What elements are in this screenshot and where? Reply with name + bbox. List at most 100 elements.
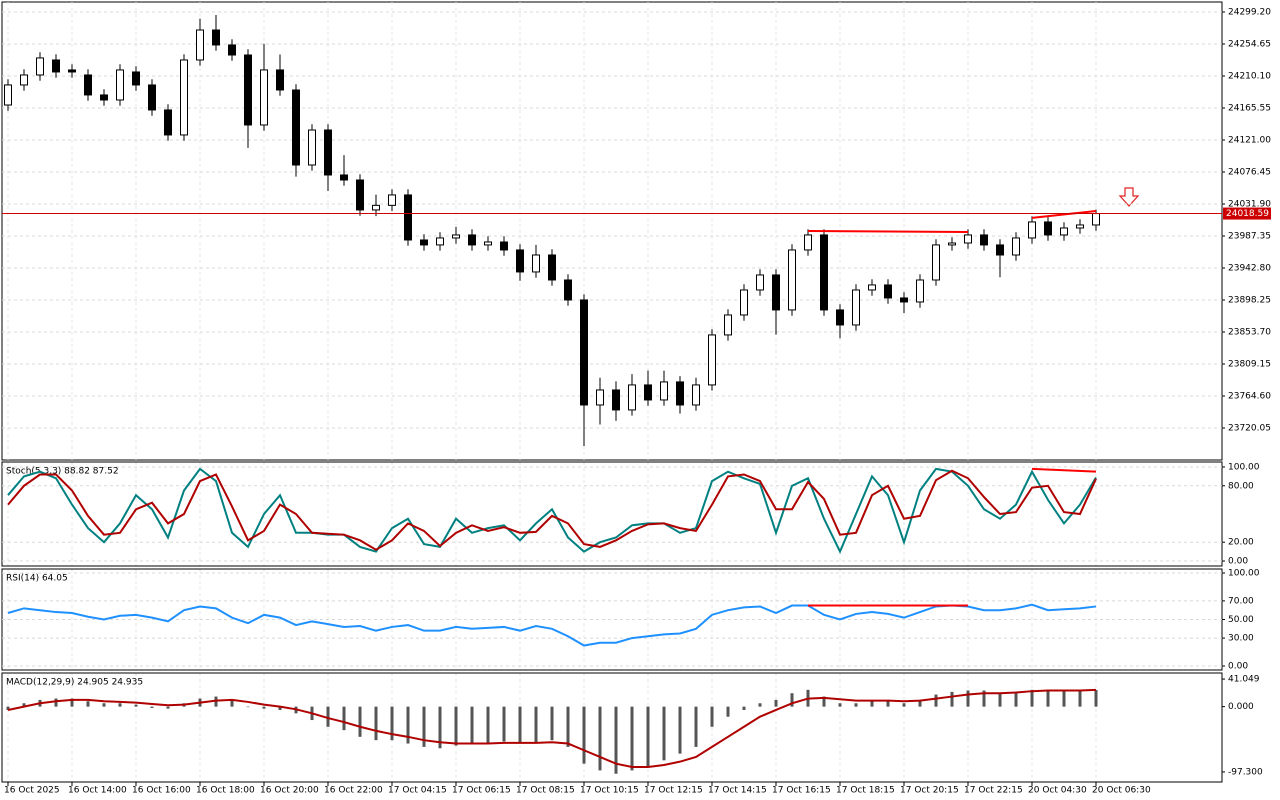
- indicator-title: Stoch(5,3,3) 88.82 87.52: [6, 467, 119, 477]
- candle-body: [820, 234, 828, 311]
- histogram-bar: [566, 706, 570, 747]
- candle-body: [756, 274, 764, 291]
- x-tick-label: 17 Oct 14:15: [708, 786, 767, 796]
- candle-body: [388, 194, 396, 206]
- candle-body: [468, 234, 476, 246]
- candle-body: [884, 284, 892, 299]
- candle-body: [596, 389, 604, 406]
- y-tick-label: 23764.60: [1228, 391, 1271, 401]
- histogram-bar: [1014, 691, 1018, 707]
- candle-body: [308, 129, 316, 166]
- candle-body: [868, 284, 876, 291]
- histogram-bar: [630, 706, 634, 771]
- histogram-bar: [54, 698, 58, 707]
- histogram-bar: [262, 706, 266, 709]
- y-tick-label: 23853.70: [1228, 327, 1271, 337]
- candle-body: [980, 234, 988, 246]
- y-tick-label: 24076.45: [1228, 167, 1271, 177]
- histogram-bar: [502, 706, 506, 742]
- y-tick-label: 23809.15: [1228, 359, 1271, 369]
- x-tick-label: 20 Oct 06:30: [1092, 786, 1151, 796]
- histogram-bar: [662, 706, 666, 761]
- histogram-bar: [550, 706, 554, 741]
- candle-body: [500, 241, 508, 251]
- candle-body: [964, 234, 972, 244]
- candle-body: [20, 74, 28, 86]
- histogram-bar: [790, 693, 794, 707]
- histogram-bar: [886, 699, 890, 707]
- candle-body: [644, 384, 652, 401]
- histogram-bar: [70, 698, 74, 707]
- current-price-label: 24018.59: [1226, 209, 1269, 219]
- histogram-bar: [470, 706, 474, 744]
- candle-body: [916, 279, 924, 303]
- candle-body: [676, 381, 684, 406]
- histogram-bar: [710, 706, 714, 727]
- histogram-bar: [166, 706, 170, 709]
- y-tick-label: 24165.55: [1228, 103, 1271, 113]
- trend-line: [807, 230, 969, 234]
- histogram-bar: [134, 704, 138, 707]
- x-tick-label: 17 Oct 06:15: [452, 786, 511, 796]
- histogram-bar: [966, 690, 970, 707]
- histogram-bar: [358, 706, 362, 737]
- candle-body: [692, 384, 700, 406]
- y-tick-label: 50.00: [1228, 615, 1254, 625]
- y-tick-label: 100.00: [1228, 568, 1260, 578]
- y-tick-label: 23987.35: [1228, 231, 1271, 241]
- histogram-bar: [918, 699, 922, 707]
- histogram-bar: [774, 699, 778, 707]
- candle-body: [660, 381, 668, 401]
- x-tick-label: 16 Oct 22:00: [324, 786, 383, 796]
- y-tick-label: -97.300: [1228, 767, 1263, 777]
- y-tick-label: 70.00: [1228, 596, 1254, 606]
- candle-body: [420, 239, 428, 246]
- candle-body: [724, 314, 732, 336]
- sell-arrow: [1118, 187, 1140, 207]
- histogram-bar: [246, 706, 250, 708]
- trend-line: [1031, 467, 1097, 473]
- x-tick-label: 17 Oct 08:15: [516, 786, 575, 796]
- histogram-bar: [422, 706, 426, 747]
- histogram-bar: [326, 706, 330, 727]
- histogram-bar: [678, 706, 682, 754]
- y-tick-label: 20.00: [1228, 538, 1254, 548]
- histogram-bar: [950, 691, 954, 707]
- y-tick-label: 23898.25: [1228, 295, 1271, 305]
- y-tick-label: 24299.20: [1228, 7, 1271, 17]
- candle-body: [788, 249, 796, 311]
- candle-body: [628, 384, 636, 411]
- histogram-bar: [598, 706, 602, 771]
- candle-body: [4, 84, 12, 106]
- candle-body: [948, 242, 956, 246]
- histogram-bar: [742, 706, 746, 710]
- current-price-box: [1223, 207, 1271, 220]
- histogram-bar: [6, 706, 10, 710]
- y-tick-label: 41.049: [1228, 675, 1260, 685]
- candle-body: [244, 54, 252, 126]
- y-tick-label: 0.000: [1228, 702, 1254, 712]
- histogram-bar: [102, 703, 106, 707]
- candle-body: [132, 71, 140, 86]
- histogram-bar: [1094, 689, 1098, 707]
- y-tick-label: 30.00: [1228, 634, 1254, 644]
- candle-body: [292, 89, 300, 166]
- histogram-bar: [1078, 690, 1082, 707]
- histogram-bar: [454, 706, 458, 746]
- candle-body: [1044, 221, 1052, 236]
- indicator-line: [7, 469, 1097, 551]
- candle-body: [740, 289, 748, 316]
- candle-body: [228, 44, 236, 56]
- candle-body: [900, 297, 908, 303]
- x-tick-label: 16 Oct 16:00: [132, 786, 191, 796]
- panel-frame: [1, 672, 1223, 783]
- x-tick-label: 17 Oct 22:15: [964, 786, 1023, 796]
- histogram-bar: [230, 699, 234, 707]
- x-tick-label: 16 Oct 18:00: [196, 786, 255, 796]
- candle-body: [836, 309, 844, 326]
- candle-body: [1076, 224, 1084, 229]
- x-tick-label: 17 Oct 18:15: [836, 786, 895, 796]
- histogram-bar: [86, 701, 90, 707]
